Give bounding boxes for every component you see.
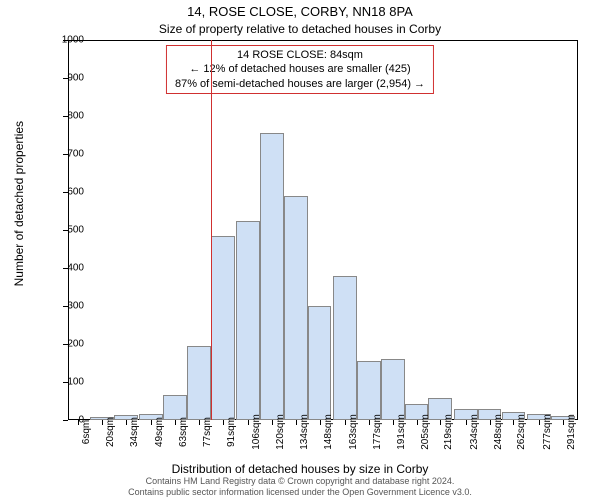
histogram-bar [236,221,260,421]
x-tick [490,420,491,425]
footer: Contains HM Land Registry data © Crown c… [0,476,600,498]
x-tick-label: 91sqm [226,417,237,447]
x-tick-label: 34sqm [129,417,140,447]
footer-line-1: Contains HM Land Registry data © Crown c… [0,476,600,487]
x-tick-label: 177sqm [372,414,383,450]
x-tick-label: 291sqm [566,414,577,450]
x-tick-label: 77sqm [202,417,213,447]
y-tick-label: 200 [54,339,84,350]
x-tick-label: 219sqm [443,414,454,450]
histogram-bar [260,133,284,420]
x-tick [539,420,540,425]
y-axis-label: Number of detached properties [12,121,26,286]
y-tick-label: 800 [54,111,84,122]
x-tick [199,420,200,425]
x-tick [393,420,394,425]
y-tick-label: 400 [54,263,84,274]
x-tick-label: 106sqm [251,414,262,450]
histogram-bar [357,361,381,420]
y-tick-label: 900 [54,73,84,84]
main-title: 14, ROSE CLOSE, CORBY, NN18 8PA [0,4,600,19]
x-tick-label: 120sqm [275,414,286,450]
x-tick [513,420,514,425]
x-tick [296,420,297,425]
chart-container: 14, ROSE CLOSE, CORBY, NN18 8PA Size of … [0,0,600,500]
x-tick [320,420,321,425]
right-axis [577,40,578,420]
top-axis [68,40,578,41]
y-tick-label: 300 [54,301,84,312]
footer-line-2: Contains public sector information licen… [0,487,600,498]
x-tick [345,420,346,425]
x-tick-label: 277sqm [542,414,553,450]
x-tick [151,420,152,425]
x-axis-label: Distribution of detached houses by size … [0,462,600,476]
y-tick-label: 1000 [54,35,84,46]
x-tick-label: 191sqm [396,414,407,450]
x-tick-label: 262sqm [516,414,527,450]
x-tick [126,420,127,425]
x-tick-label: 205sqm [420,414,431,450]
x-tick [102,420,103,425]
histogram-bar [381,359,405,420]
y-tick-label: 700 [54,149,84,160]
x-tick-label: 148sqm [323,414,334,450]
y-tick-label: 600 [54,187,84,198]
x-tick-label: 248sqm [493,414,504,450]
y-tick-label: 100 [54,377,84,388]
histogram-bar [211,236,235,420]
y-tick-label: 500 [54,225,84,236]
x-tick-label: 134sqm [299,414,310,450]
histogram-bar [333,276,357,420]
x-tick [417,420,418,425]
x-tick [440,420,441,425]
x-tick-label: 63sqm [178,417,189,447]
x-tick-label: 49sqm [154,417,165,447]
x-tick [466,420,467,425]
x-tick [223,420,224,425]
x-tick-label: 6sqm [81,420,92,444]
x-tick-label: 20sqm [105,417,116,447]
x-tick [175,420,176,425]
x-tick [563,420,564,425]
histogram-bar [187,346,211,420]
x-tick-label: 163sqm [348,414,359,450]
y-tick-label: 0 [54,415,84,426]
histogram-bar [308,306,332,420]
sub-title: Size of property relative to detached ho… [0,22,600,36]
reference-line [211,40,212,420]
x-tick [248,420,249,425]
x-tick-label: 234sqm [469,414,480,450]
plot-area [68,40,578,420]
x-tick [272,420,273,425]
x-tick [369,420,370,425]
histogram-bar [284,196,308,420]
